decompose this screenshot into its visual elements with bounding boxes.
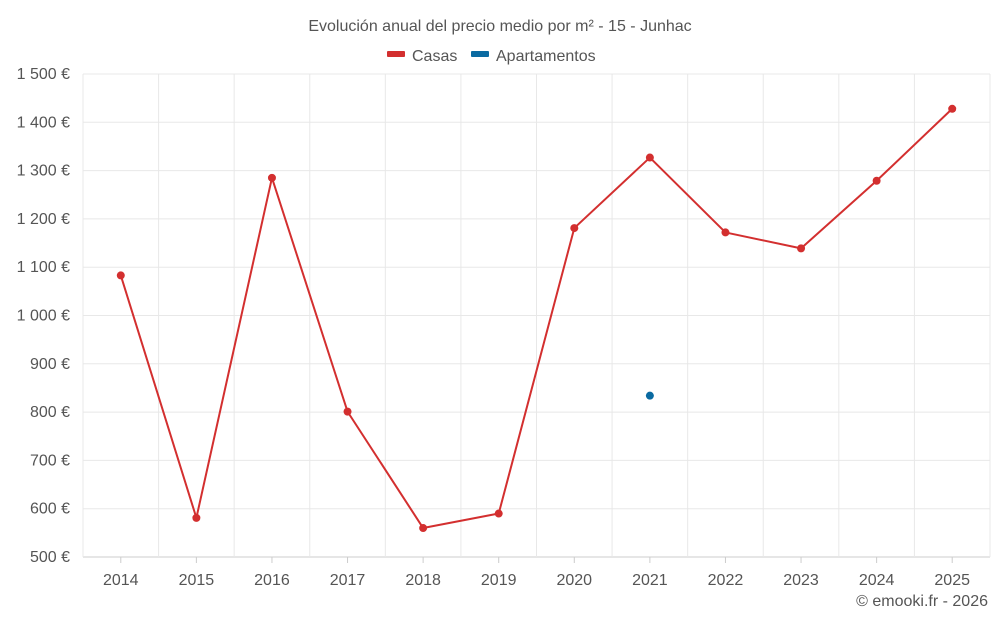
gridlines bbox=[82, 73, 991, 558]
legend: Casas Apartamentos bbox=[387, 48, 596, 65]
series-lines bbox=[119, 108, 953, 530]
y-tick-label: 800 € bbox=[30, 404, 70, 421]
data-point-casas-2022[interactable] bbox=[721, 228, 730, 237]
legend-label-apartamentos: Apartamentos bbox=[496, 48, 596, 65]
data-point-casas-2015[interactable] bbox=[192, 513, 201, 522]
x-tick-label: 2025 bbox=[934, 572, 970, 589]
x-tick-label: 2024 bbox=[859, 572, 895, 589]
y-tick-label: 1 500 € bbox=[17, 66, 70, 83]
y-tick-label: 600 € bbox=[30, 501, 70, 518]
data-point-casas-2020[interactable] bbox=[570, 224, 579, 233]
data-point-casas-2025[interactable] bbox=[948, 104, 957, 113]
x-tick-label: 2019 bbox=[481, 572, 517, 589]
data-point-casas-2018[interactable] bbox=[419, 524, 428, 533]
y-tick-label: 1 000 € bbox=[17, 308, 70, 325]
y-tick-label: 700 € bbox=[30, 452, 70, 469]
data-point-apartamentos-2021[interactable] bbox=[645, 391, 654, 400]
data-point-casas-2017[interactable] bbox=[343, 407, 352, 416]
x-tick-label: 2014 bbox=[103, 572, 139, 589]
x-tick-label: 2023 bbox=[783, 572, 819, 589]
legend-label-casas: Casas bbox=[412, 48, 457, 65]
data-point-casas-2023[interactable] bbox=[797, 244, 806, 253]
x-tick-label: 2022 bbox=[708, 572, 744, 589]
y-tick-label: 1 100 € bbox=[17, 259, 70, 276]
y-tick-label: 500 € bbox=[30, 549, 70, 566]
legend-swatch-casas bbox=[387, 51, 405, 57]
series-points bbox=[116, 104, 957, 533]
x-tick-label: 2020 bbox=[556, 572, 592, 589]
data-point-casas-2021[interactable] bbox=[645, 153, 654, 162]
y-axis-ticks: 500 € 600 € 700 € 800 € 900 € 1 000 € 1 100 € 1… bbox=[17, 66, 70, 566]
y-tick-label: 1 400 € bbox=[17, 114, 70, 131]
data-point-casas-2024[interactable] bbox=[872, 176, 881, 185]
legend-item-apartamentos[interactable]: Apartamentos bbox=[471, 48, 596, 65]
legend-item-casas[interactable]: Casas bbox=[387, 48, 457, 65]
y-tick-label: 1 300 € bbox=[17, 163, 70, 180]
x-tick-label: 2016 bbox=[254, 572, 290, 589]
x-tick-label: 2021 bbox=[632, 572, 668, 589]
series-line-casas bbox=[119, 108, 953, 530]
x-tick-label: 2015 bbox=[179, 572, 215, 589]
data-point-casas-2014[interactable] bbox=[116, 271, 125, 280]
x-tick-label: 2018 bbox=[405, 572, 441, 589]
y-tick-label: 1 200 € bbox=[17, 211, 70, 228]
x-tick-label: 2017 bbox=[330, 572, 366, 589]
data-point-casas-2016[interactable] bbox=[267, 173, 276, 182]
chart-title: Evolución anual del precio medio por m² … bbox=[308, 18, 691, 35]
data-point-casas-2019[interactable] bbox=[494, 509, 503, 518]
legend-swatch-apartamentos bbox=[471, 51, 489, 57]
credit: © emooki.fr - 2026 bbox=[856, 593, 988, 610]
y-tick-label: 900 € bbox=[30, 356, 70, 373]
x-axis-ticks: 2014 2015 2016 2017 2018 2019 2020 2021 2022 2023… bbox=[103, 557, 970, 589]
